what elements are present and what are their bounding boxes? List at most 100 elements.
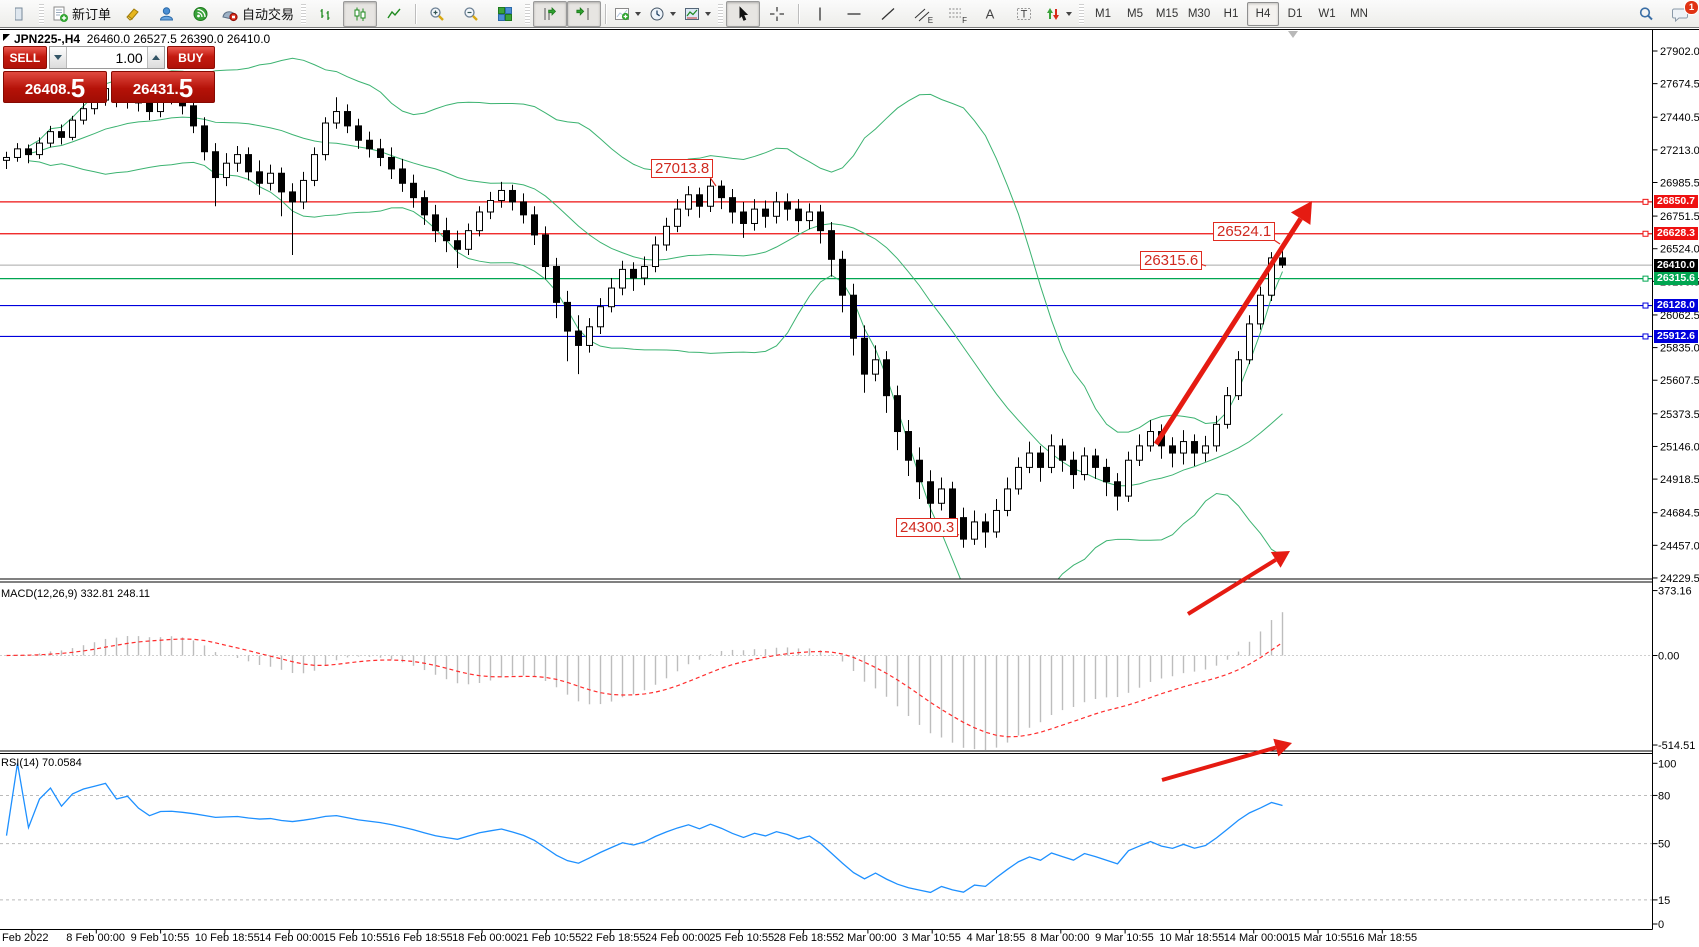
auto-scroll-button[interactable]	[533, 0, 568, 27]
sell-price-display[interactable]: 26408. 5	[3, 71, 107, 103]
timeframe-button-m30[interactable]: M30	[1187, 7, 1211, 20]
line-handle[interactable]	[1642, 230, 1649, 237]
arrow-objects-button[interactable]	[1041, 1, 1076, 27]
trade-panel-collapse-icon[interactable]	[3, 34, 10, 41]
equidistant-channel-button[interactable]: E	[905, 1, 939, 27]
cursor-button[interactable]	[726, 0, 761, 27]
svg-text:15 Feb 10:55: 15 Feb 10:55	[324, 932, 389, 944]
svg-text:27674.5: 27674.5	[1660, 79, 1699, 91]
fibonacci-button[interactable]: F	[939, 1, 973, 27]
svg-text:28 Feb 18:55: 28 Feb 18:55	[774, 932, 839, 944]
horizontal-line-button[interactable]	[837, 1, 871, 27]
svg-text:14 Feb 00:00: 14 Feb 00:00	[259, 932, 324, 944]
bar-chart-button[interactable]	[309, 1, 343, 27]
svg-text:2 Mar 00:00: 2 Mar 00:00	[838, 932, 897, 944]
svg-text:27902.0: 27902.0	[1660, 46, 1699, 58]
toolbar-grip	[301, 3, 307, 24]
candlestick-chart-button[interactable]	[343, 0, 378, 27]
trend-arrow[interactable]	[1186, 551, 1290, 616]
zoom-in-button[interactable]	[420, 1, 454, 27]
price-annotation[interactable]: 24300.3	[896, 518, 959, 537]
fibo-icon: F	[948, 6, 967, 25]
price-annotation[interactable]: 27013.8	[651, 159, 714, 178]
autotrading-button[interactable]: 自动交易	[217, 1, 298, 27]
timeframe-button-d1[interactable]: D1	[1287, 7, 1303, 20]
crosshair-button[interactable]	[760, 1, 794, 27]
timeframe-button-m15[interactable]: M15	[1155, 7, 1179, 20]
price-annotation[interactable]: 26524.1	[1213, 222, 1276, 241]
timeframe-button-mn[interactable]: MN	[1350, 7, 1368, 20]
templates-button[interactable]	[680, 1, 715, 27]
toolbar-grip	[525, 3, 531, 24]
indicators-button[interactable]	[610, 1, 645, 27]
notification-badge: 1	[1684, 0, 1699, 15]
volume-up-button[interactable]	[146, 47, 164, 68]
new-order-button[interactable]: 新订单	[47, 1, 115, 27]
tile-windows-button[interactable]	[488, 1, 522, 27]
toolbar: 新订单 自动交易 E F A T M1 M5 M15 M30 H1 H4 D1 W1 MN 1	[0, 0, 1699, 28]
chart-shift-marker-icon[interactable]	[1288, 31, 1298, 38]
dropdown-caret-icon[interactable]	[670, 11, 677, 16]
search-icon	[1638, 6, 1655, 22]
community-button[interactable]	[149, 1, 183, 27]
svg-text:24918.5: 24918.5	[1660, 474, 1699, 486]
channel-icon: E	[914, 6, 933, 25]
timeframe-button-m1[interactable]: M1	[1095, 7, 1112, 20]
volume-down-button[interactable]	[49, 47, 67, 68]
line-handle[interactable]	[1642, 302, 1649, 309]
highlighter-icon	[124, 6, 141, 22]
chat-button[interactable]: 1	[1663, 0, 1699, 27]
triangle-down-icon	[53, 55, 62, 60]
svg-text:26985.5: 26985.5	[1660, 178, 1699, 190]
trend-arrow[interactable]	[1161, 738, 1292, 782]
svg-text:10 Mar 18:55: 10 Mar 18:55	[1159, 932, 1224, 944]
price-annotation[interactable]: 26315.6	[1140, 251, 1203, 270]
chart-shift-button[interactable]	[567, 0, 602, 27]
buy-button[interactable]: BUY	[166, 46, 215, 69]
chart-shift-icon	[575, 6, 593, 22]
svg-text:9 Feb 10:55: 9 Feb 10:55	[131, 932, 190, 944]
timeframe-button-h4[interactable]: H4	[1247, 1, 1280, 26]
autotrading-icon	[221, 6, 239, 22]
periods-button[interactable]	[645, 1, 680, 27]
trendline-button[interactable]	[871, 1, 905, 27]
clipped-chart-icon	[15, 6, 23, 22]
highlighter-button[interactable]	[115, 1, 149, 27]
svg-text:373.16: 373.16	[1658, 586, 1692, 598]
indicators-icon	[614, 6, 630, 22]
line-handle[interactable]	[1642, 333, 1649, 340]
svg-text:A: A	[986, 6, 995, 21]
text-button[interactable]: A	[973, 1, 1007, 27]
svg-text:0: 0	[1658, 919, 1664, 931]
svg-text:25 Feb 10:55: 25 Feb 10:55	[709, 932, 774, 944]
svg-text:27213.0: 27213.0	[1660, 145, 1699, 157]
crosshair-icon	[769, 6, 785, 22]
time-axis: Feb 2022 8 Feb 00:00 9 Feb 10:55 10 Feb 18:…	[2, 929, 1417, 944]
svg-text:16 Mar 18:55: 16 Mar 18:55	[1352, 932, 1417, 944]
signals-button[interactable]	[183, 1, 217, 27]
dropdown-caret-icon[interactable]	[705, 11, 712, 16]
sell-button[interactable]: SELL	[3, 46, 47, 69]
line-handle[interactable]	[1642, 275, 1649, 282]
svg-text:22 Feb 18:55: 22 Feb 18:55	[581, 932, 646, 944]
tile-windows-icon	[497, 6, 513, 22]
buy-price-display[interactable]: 26431. 5	[111, 71, 215, 103]
dropdown-caret-icon[interactable]	[635, 11, 642, 16]
svg-text:T: T	[1021, 8, 1028, 20]
text-label-button[interactable]: T	[1007, 1, 1041, 27]
search-button[interactable]	[1629, 1, 1663, 27]
trend-arrow[interactable]	[1153, 201, 1312, 446]
volume-stepper: 1.00	[48, 46, 165, 69]
line-handle[interactable]	[1642, 198, 1649, 205]
timeframe-button-w1[interactable]: W1	[1318, 7, 1336, 20]
vertical-line-button[interactable]	[803, 1, 837, 27]
dropdown-caret-icon[interactable]	[1066, 11, 1073, 16]
volume-input[interactable]: 1.00	[115, 49, 143, 66]
zoom-out-button[interactable]	[454, 1, 488, 27]
svg-text:-514.51: -514.51	[1658, 740, 1695, 752]
line-chart-button[interactable]	[377, 1, 411, 27]
svg-text:26062.5: 26062.5	[1660, 310, 1699, 322]
timeframe-button-h1[interactable]: H1	[1223, 7, 1239, 20]
timeframe-button-m5[interactable]: M5	[1127, 7, 1144, 20]
